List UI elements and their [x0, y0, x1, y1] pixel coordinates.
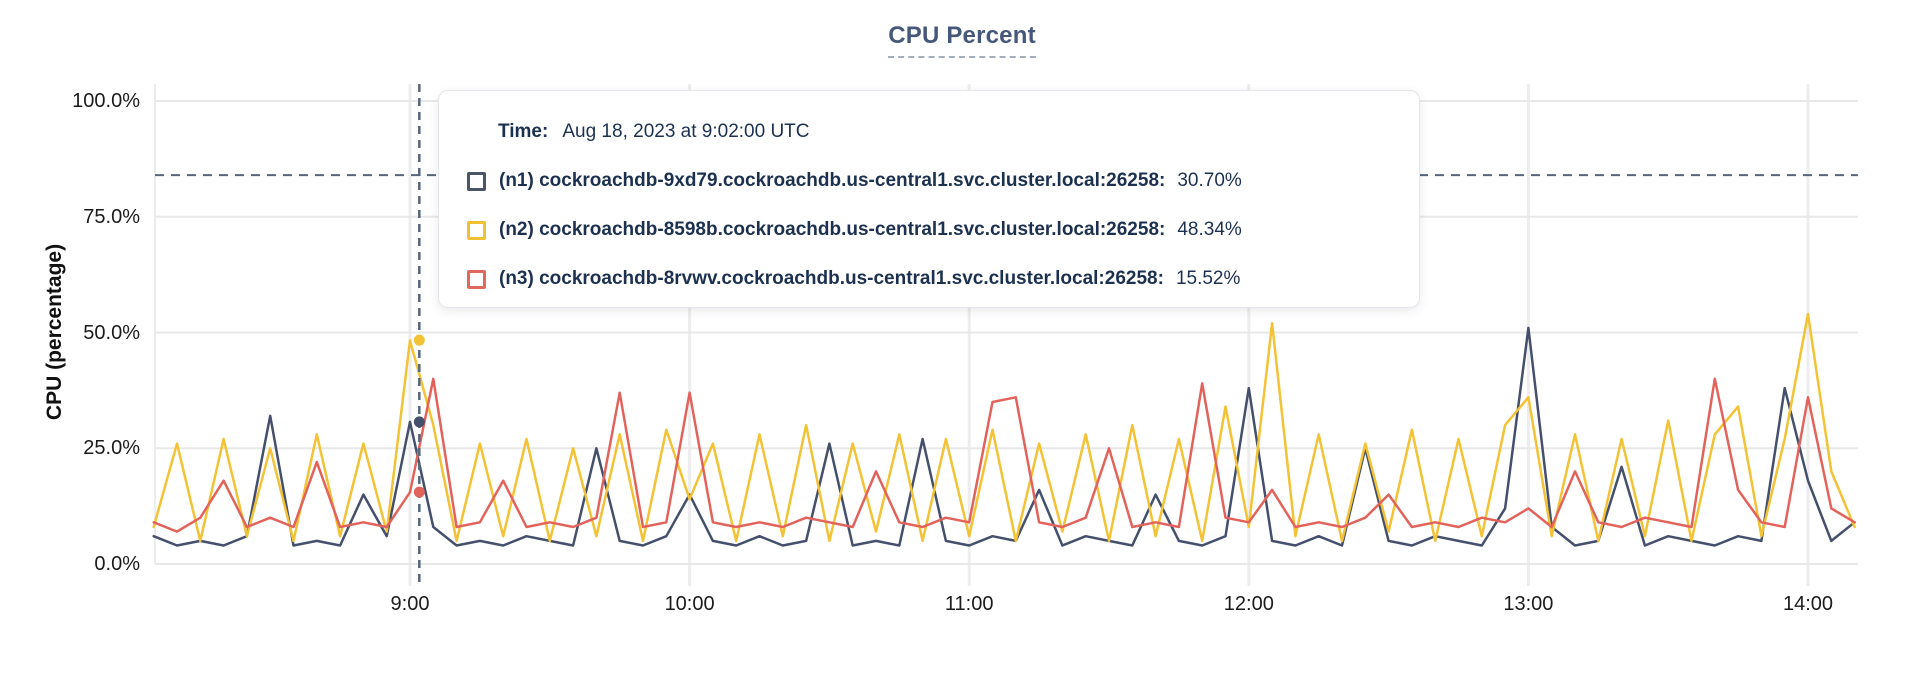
x-tick-13:00: 13:00: [1503, 593, 1554, 615]
x-tick-12:00: 12:00: [1223, 593, 1274, 615]
tooltip-row-n1-label: (n1) cockroachdb-9xd79.cockroachdb.us-ce…: [499, 170, 1166, 191]
tooltip-time-key: Time:: [498, 121, 549, 142]
x-tick-11:00: 11:00: [944, 593, 994, 615]
x-tick-14:00: 14:00: [1782, 593, 1834, 615]
tooltip-row-n2-value: 48.34%: [1177, 219, 1242, 240]
series-line-n1[interactable]: [152, 326, 1856, 547]
series-swatch-n1-icon: [467, 171, 486, 191]
tooltip-row-n2: (n2) cockroachdb-8598b.cockroachdb.us-ce…: [467, 219, 1419, 241]
tooltip-time-value: Aug 18, 2023 at 9:02:00 UTC: [562, 121, 810, 142]
y-tick-0.0%: 0.0%: [94, 553, 140, 575]
series-swatch-n2-icon: [467, 220, 486, 240]
hover-dot-n3: [413, 486, 425, 498]
series-swatch-n3-icon: [467, 269, 486, 289]
x-tick-10:00: 10:00: [664, 593, 715, 615]
tooltip-row-n1: (n1) cockroachdb-9xd79.cockroachdb.us-ce…: [467, 170, 1419, 192]
hover-dot-n1: [413, 416, 425, 428]
tooltip-row-n1-value: 30.70%: [1177, 170, 1242, 191]
hover-dot-n2: [413, 334, 425, 346]
chart-title[interactable]: CPU Percent: [888, 22, 1036, 58]
tooltip-time-row: Time: Aug 18, 2023 at 9:02:00 UTC: [498, 121, 1419, 143]
series-line-n2[interactable]: [152, 312, 1856, 543]
hover-tooltip: Time: Aug 18, 2023 at 9:02:00 UTC (n1) co…: [438, 90, 1420, 308]
y-tick-25.0%: 25.0%: [83, 437, 140, 460]
tooltip-row-n2-label: (n2) cockroachdb-8598b.cockroachdb.us-ce…: [499, 219, 1166, 240]
chart-title-wrap: CPU Percent: [0, 22, 1924, 58]
tooltip-row-n3-value: 15.52%: [1175, 268, 1241, 289]
y-tick-100.0%: 100.0%: [72, 90, 140, 112]
series-line-n3[interactable]: [152, 377, 1856, 533]
tooltip-row-n3: (n3) cockroachdb-8rvwv.cockroachdb.us-ce…: [467, 268, 1419, 290]
y-tick-75.0%: 75.0%: [83, 205, 140, 228]
x-tick-9:00: 9:00: [390, 593, 430, 615]
tooltip-row-n3-label: (n3) cockroachdb-8rvwv.cockroachdb.us-ce…: [499, 268, 1164, 289]
y-tick-50.0%: 50.0%: [83, 321, 140, 344]
